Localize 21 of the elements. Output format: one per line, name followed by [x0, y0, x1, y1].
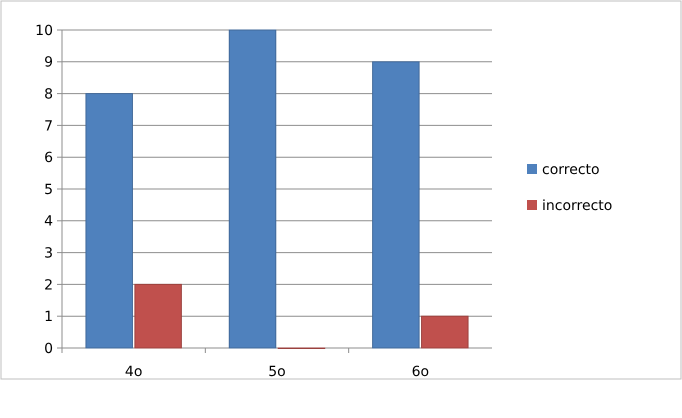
y-tick-label: 9 — [44, 54, 53, 71]
x-tick-label: 4o — [124, 364, 142, 380]
bar — [134, 284, 182, 348]
bar — [228, 30, 276, 348]
bar — [421, 316, 469, 348]
y-tick-label: 1 — [44, 309, 53, 326]
x-tick-label: 6o — [412, 364, 430, 380]
y-tick-label: 6 — [44, 150, 54, 166]
x-tick-label: 5o — [268, 364, 286, 380]
y-tick-label: 5 — [44, 182, 53, 198]
bar — [85, 93, 133, 348]
y-tick-label: 2 — [44, 277, 53, 294]
bar — [372, 61, 420, 348]
legend-label: correcto — [542, 162, 600, 178]
y-tick-label: 4 — [44, 214, 54, 230]
y-tick-label: 0 — [44, 340, 53, 357]
y-tick-label: 7 — [44, 118, 53, 134]
y-tick-label: 8 — [44, 86, 53, 102]
y-tick-label: 3 — [44, 246, 53, 262]
legend-label: incorrecto — [542, 198, 612, 214]
y-tick-label: 10 — [35, 22, 53, 39]
